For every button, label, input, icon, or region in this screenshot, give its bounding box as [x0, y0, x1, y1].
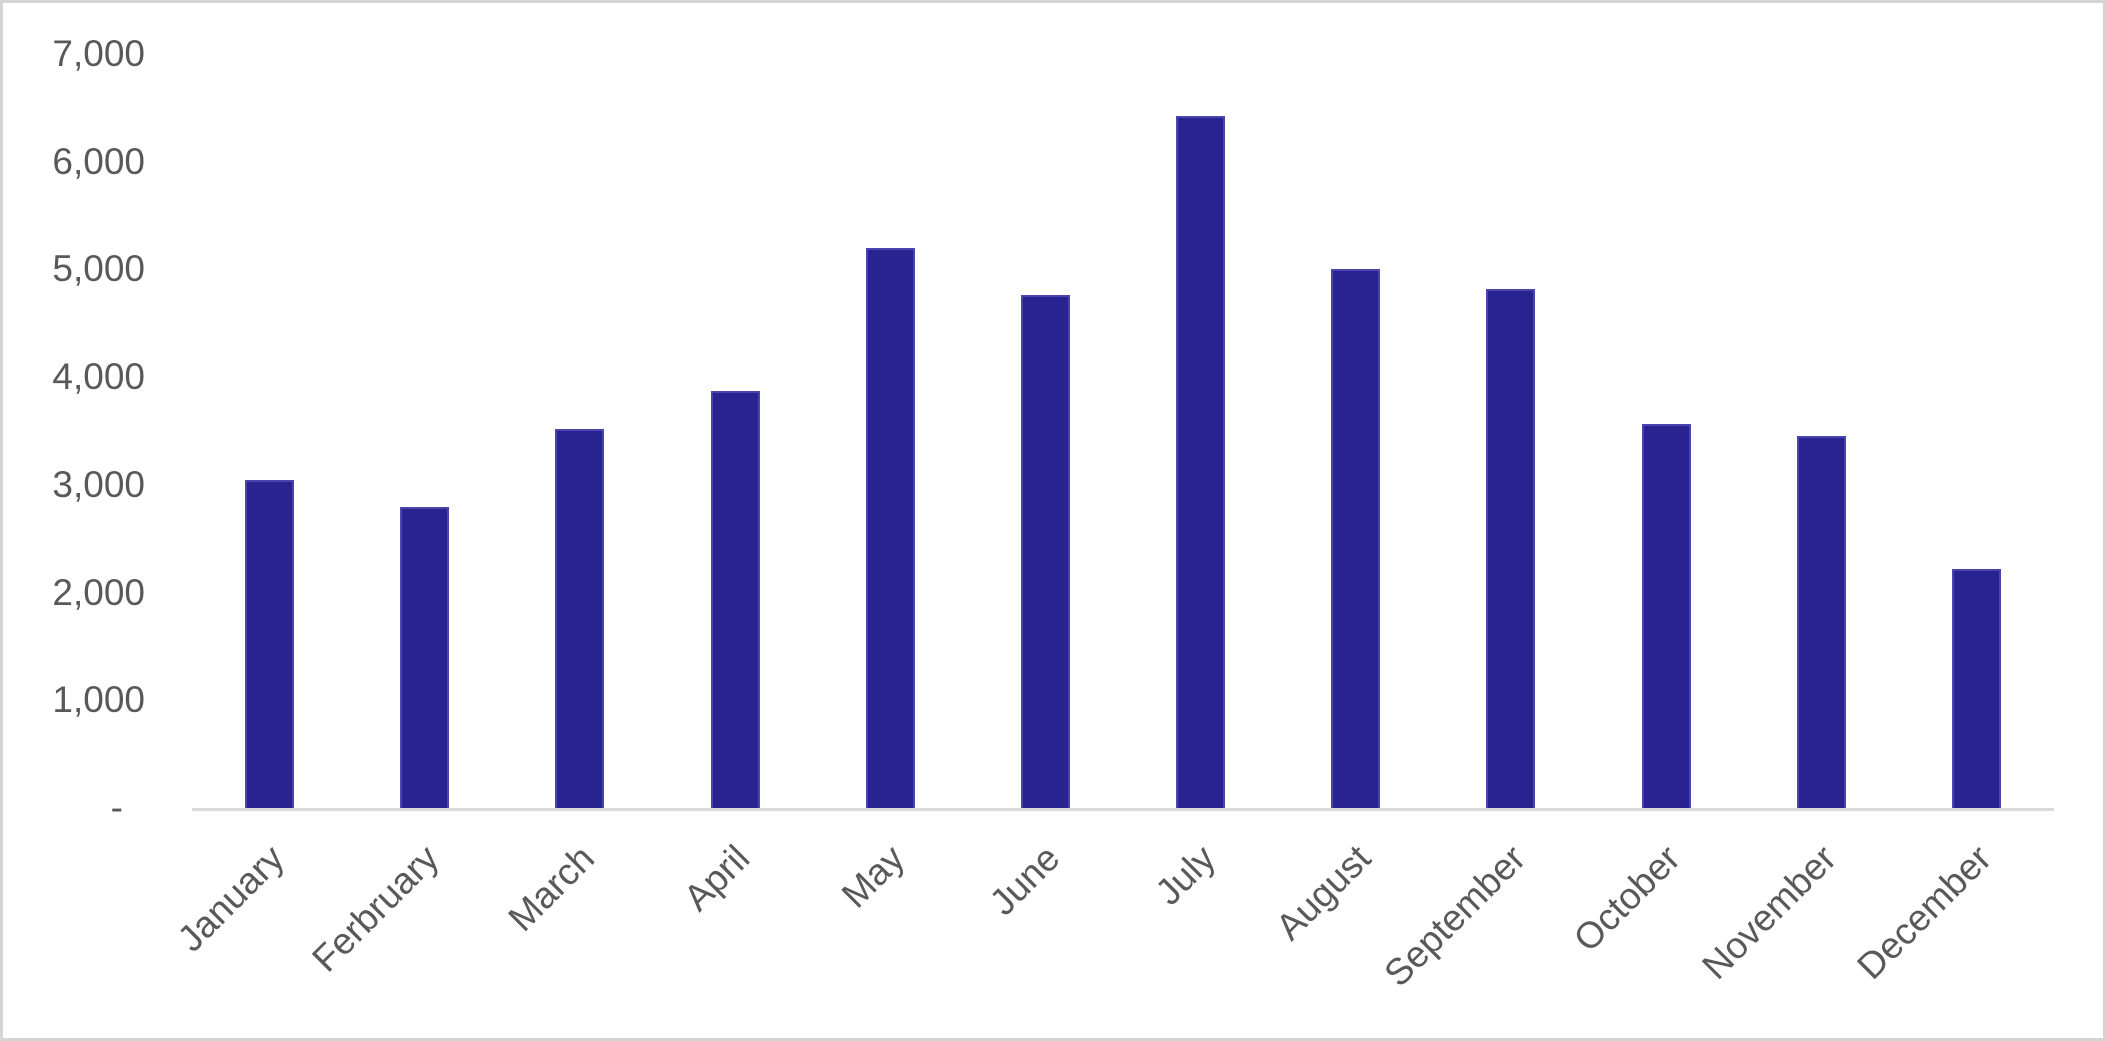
- y-tick-label-4000: 4,000: [52, 356, 145, 397]
- x-label-october: October: [1566, 837, 1689, 960]
- bar-december: [1951, 568, 2001, 808]
- bar-september: [1486, 288, 1536, 808]
- y-tick-label-7000: 7,000: [52, 32, 145, 74]
- x-label-january: January: [169, 837, 292, 960]
- bar-june: [1020, 295, 1070, 808]
- x-axis-line: [192, 808, 2054, 811]
- bar-november: [1796, 436, 1846, 808]
- y-tick-label-3000: 3,000: [52, 463, 145, 505]
- y-tick-label-6000: 6,000: [52, 140, 145, 182]
- y-tick-label-0: -: [110, 787, 123, 828]
- y-tick-label-5000: 5,000: [52, 248, 145, 290]
- x-label-november: November: [1693, 837, 1844, 987]
- x-label-ferbruary: Ferbruary: [304, 837, 448, 980]
- bar-may: [865, 247, 915, 808]
- x-label-july: July: [1147, 837, 1223, 913]
- x-label-august: August: [1267, 837, 1379, 948]
- x-label-march: March: [500, 837, 603, 939]
- x-label-december: December: [1849, 837, 1999, 987]
- x-label-april: April: [676, 837, 758, 919]
- bar-march: [555, 428, 605, 808]
- bar-august: [1331, 269, 1381, 808]
- bar-ferbruary: [400, 507, 450, 808]
- x-label-september: September: [1376, 837, 1534, 995]
- bar-october: [1641, 424, 1691, 808]
- bar-january: [245, 480, 295, 808]
- y-tick-label-1000: 1,000: [52, 679, 145, 721]
- x-label-june: June: [981, 837, 1068, 924]
- bar-april: [710, 391, 760, 808]
- bar-july: [1176, 116, 1226, 808]
- x-label-may: May: [834, 837, 913, 916]
- y-tick-label-2000: 2,000: [52, 571, 145, 613]
